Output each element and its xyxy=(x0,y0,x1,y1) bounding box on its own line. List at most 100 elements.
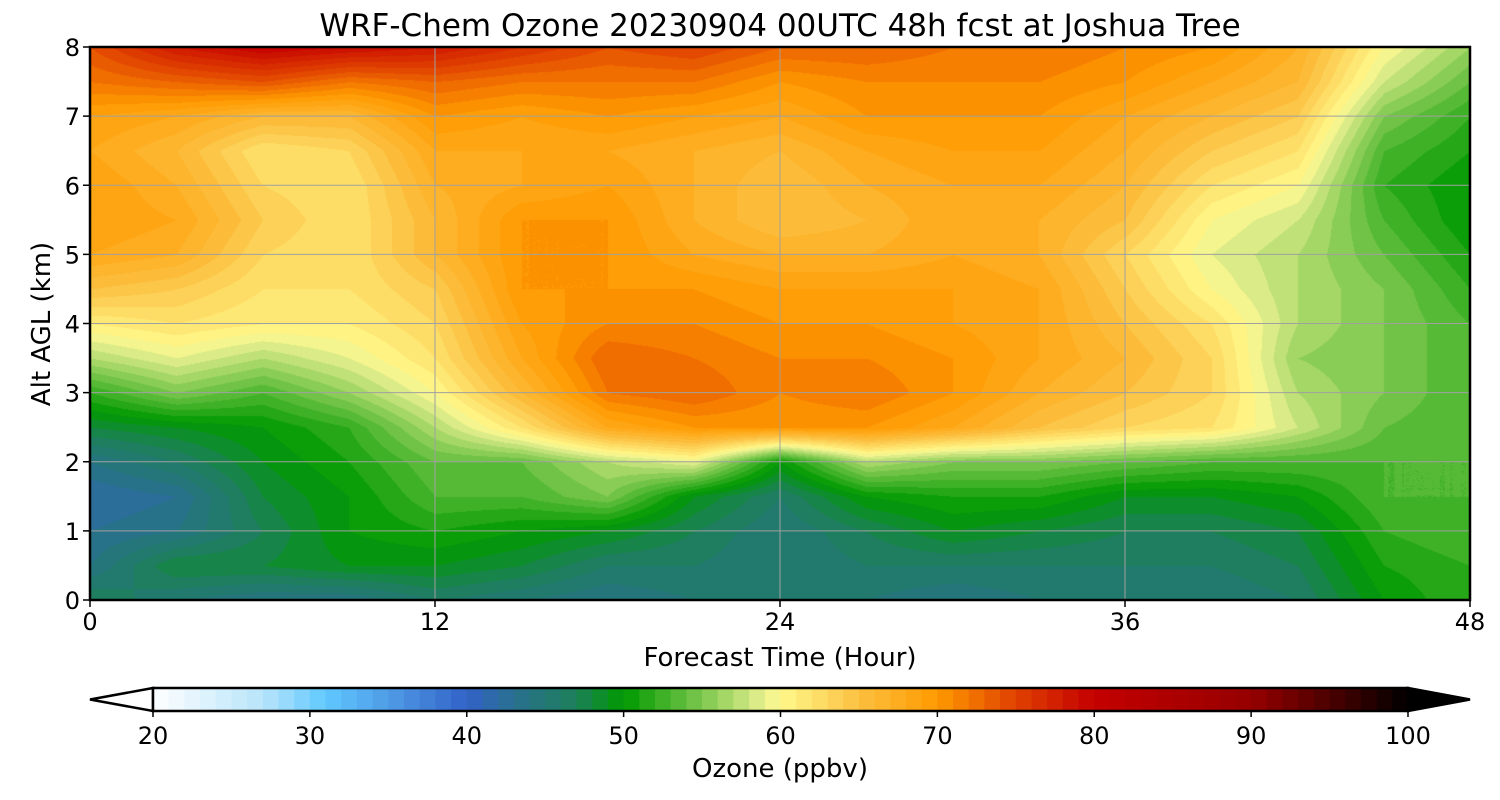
y-tick-label: 3 xyxy=(65,380,80,408)
colorbar-level xyxy=(1109,688,1127,711)
x-tick-label: 48 xyxy=(1455,608,1486,636)
colorbar-level xyxy=(953,688,970,711)
colorbar-level xyxy=(560,688,578,711)
colorbar-level xyxy=(1204,688,1221,711)
colorbar-level xyxy=(1188,688,1205,711)
colorbar-level xyxy=(451,688,468,711)
colorbar-level xyxy=(1376,688,1393,711)
colorbar-tick-label: 70 xyxy=(922,722,953,750)
y-tick-label: 0 xyxy=(65,587,80,615)
y-tick-label: 4 xyxy=(65,311,80,339)
x-tick-label: 12 xyxy=(420,608,451,636)
colorbar-level xyxy=(576,688,593,711)
colorbar-level xyxy=(1125,688,1142,711)
colorbar-level xyxy=(1172,688,1189,711)
colorbar-level xyxy=(1266,688,1284,711)
colorbar-level xyxy=(294,688,311,711)
x-tick-label: 0 xyxy=(82,608,97,636)
colorbar-tick-label: 60 xyxy=(765,722,796,750)
colorbar-level xyxy=(419,688,436,711)
colorbar-level xyxy=(717,688,735,711)
colorbar-level xyxy=(529,688,546,711)
colorbar-level xyxy=(1251,688,1268,711)
colorbar-level xyxy=(733,688,750,711)
colorbar-level xyxy=(356,688,374,711)
colorbar-level xyxy=(153,688,170,711)
y-tick-label: 6 xyxy=(65,172,80,200)
colorbar-level xyxy=(1360,688,1378,711)
colorbar-level xyxy=(607,688,625,711)
colorbar-extend-min xyxy=(89,686,155,713)
colorbar-level xyxy=(404,688,421,711)
y-tick-label: 7 xyxy=(65,103,80,131)
colorbar-level xyxy=(262,688,280,711)
colorbar-level xyxy=(623,688,640,711)
colorbar-level xyxy=(1047,688,1064,711)
chart-title: WRF-Chem Ozone 20230904 00UTC 48h fcst a… xyxy=(319,8,1241,44)
colorbar-level xyxy=(215,688,233,711)
colorbar-label: Ozone (ppbv) xyxy=(692,754,868,784)
colorbar-level xyxy=(843,688,860,711)
colorbar-level xyxy=(1345,688,1362,711)
colorbar-level xyxy=(372,688,389,711)
colorbar-level xyxy=(1298,688,1315,711)
colorbar-level xyxy=(858,688,876,711)
colorbar-tick-label: 20 xyxy=(138,722,169,750)
colorbar-level xyxy=(231,688,248,711)
colorbar-level xyxy=(1219,688,1237,711)
colorbar-level xyxy=(435,688,452,711)
colorbar-level xyxy=(200,688,217,711)
colorbar-level xyxy=(341,688,358,711)
colorbar-extend-max xyxy=(1406,686,1471,713)
x-tick-label: 36 xyxy=(1110,608,1141,636)
colorbar-level xyxy=(592,688,609,711)
colorbar-level xyxy=(764,688,782,711)
colorbar-level xyxy=(1094,688,1111,711)
colorbar-level xyxy=(388,688,405,711)
colorbar-level xyxy=(513,688,531,711)
colorbar-tick-label: 30 xyxy=(295,722,326,750)
colorbar-level xyxy=(278,688,295,711)
colorbar-level xyxy=(968,688,986,711)
y-tick-label: 5 xyxy=(65,241,80,269)
colorbar-level xyxy=(796,688,813,711)
colorbar-level xyxy=(1313,688,1331,711)
colorbar-level xyxy=(1062,688,1080,711)
y-tick-label: 1 xyxy=(65,518,80,546)
colorbar-level xyxy=(545,688,562,711)
colorbar-ticks: 20 30 40 50 60 70 80 90 100 xyxy=(138,711,1431,750)
colorbar-level xyxy=(749,688,766,711)
colorbar-level xyxy=(1329,688,1346,711)
colorbar-tick-label: 40 xyxy=(451,722,482,750)
colorbar-level xyxy=(1235,688,1252,711)
colorbar-level xyxy=(498,688,515,711)
colorbar-level xyxy=(655,688,672,711)
colorbar-level xyxy=(1031,688,1048,711)
colorbar-level xyxy=(168,688,185,711)
colorbar-level xyxy=(827,688,844,711)
colorbar-level xyxy=(921,688,938,711)
colorbar-level xyxy=(670,688,687,711)
colorbar-level xyxy=(247,688,264,711)
y-tick-label: 2 xyxy=(65,449,80,477)
colorbar-level xyxy=(906,688,923,711)
colorbar-level xyxy=(937,688,954,711)
x-tick-label: 24 xyxy=(765,608,796,636)
colorbar-level xyxy=(874,688,891,711)
y-tick-label: 8 xyxy=(65,34,80,62)
colorbar-level xyxy=(1282,688,1299,711)
x-ticks: 0 12 24 36 48 xyxy=(82,600,1485,636)
colorbar-tick-label: 90 xyxy=(1236,722,1267,750)
gridlines xyxy=(89,46,1471,601)
colorbar-level xyxy=(811,688,829,711)
y-axis-label: Alt AGL (km) xyxy=(27,242,57,406)
colorbar-level xyxy=(639,688,656,711)
colorbar-level xyxy=(466,688,484,711)
colorbar-level xyxy=(1078,688,1095,711)
colorbar-level xyxy=(309,688,327,711)
colorbar-level xyxy=(780,688,797,711)
colorbar-level xyxy=(1015,688,1033,711)
colorbar-level xyxy=(686,688,703,711)
